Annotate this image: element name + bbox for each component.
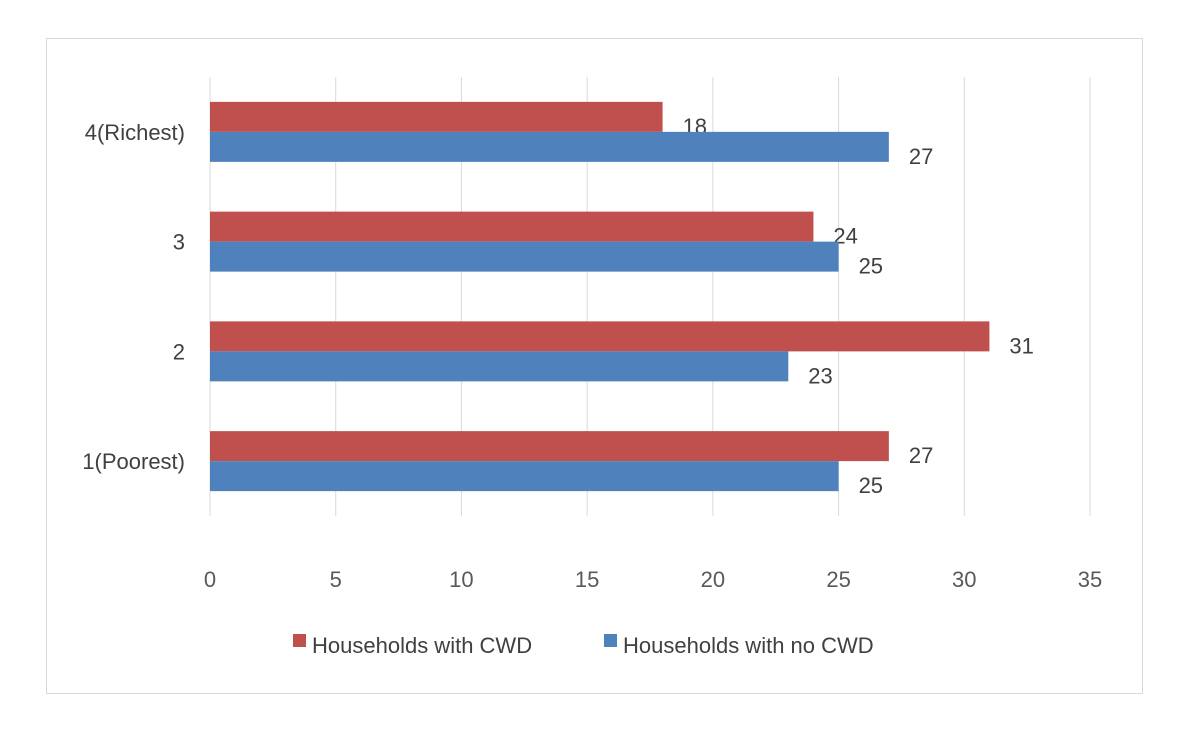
bar-with-cwd	[210, 431, 889, 462]
category-label: 4(Richest)	[85, 120, 185, 145]
x-tick-label: 30	[952, 567, 976, 592]
bar-with-cwd	[210, 321, 990, 352]
bar-no-cwd	[210, 461, 839, 492]
data-label: 23	[808, 363, 832, 388]
x-tick-label: 0	[204, 567, 216, 592]
category-label: 3	[173, 230, 185, 255]
legend-label: Households with CWD	[312, 633, 532, 658]
x-tick-label: 10	[449, 567, 473, 592]
chart-frame: 0 5 10 15 20 25 30 35 1(Poorest) 27 25 2 31 23 3 24 25 4(…	[46, 38, 1143, 694]
data-label: 27	[909, 144, 933, 169]
category-label: 2	[173, 339, 185, 364]
legend-label: Households with no CWD	[623, 633, 874, 658]
bar-no-cwd	[210, 241, 839, 272]
data-label: 25	[859, 254, 883, 279]
legend-swatch	[604, 634, 617, 647]
x-tick-label: 35	[1078, 567, 1102, 592]
data-label: 31	[1009, 333, 1033, 358]
category-label: 1(Poorest)	[82, 449, 185, 474]
bar-no-cwd	[210, 131, 889, 162]
x-tick-label: 25	[826, 567, 850, 592]
x-tick-label: 5	[330, 567, 342, 592]
bar-with-cwd	[210, 101, 663, 132]
legend-swatch	[293, 634, 306, 647]
x-tick-label: 20	[701, 567, 725, 592]
data-label: 25	[859, 473, 883, 498]
x-tick-label: 15	[575, 567, 599, 592]
bar-no-cwd	[210, 351, 789, 382]
data-label: 27	[909, 443, 933, 468]
bar-with-cwd	[210, 211, 814, 242]
